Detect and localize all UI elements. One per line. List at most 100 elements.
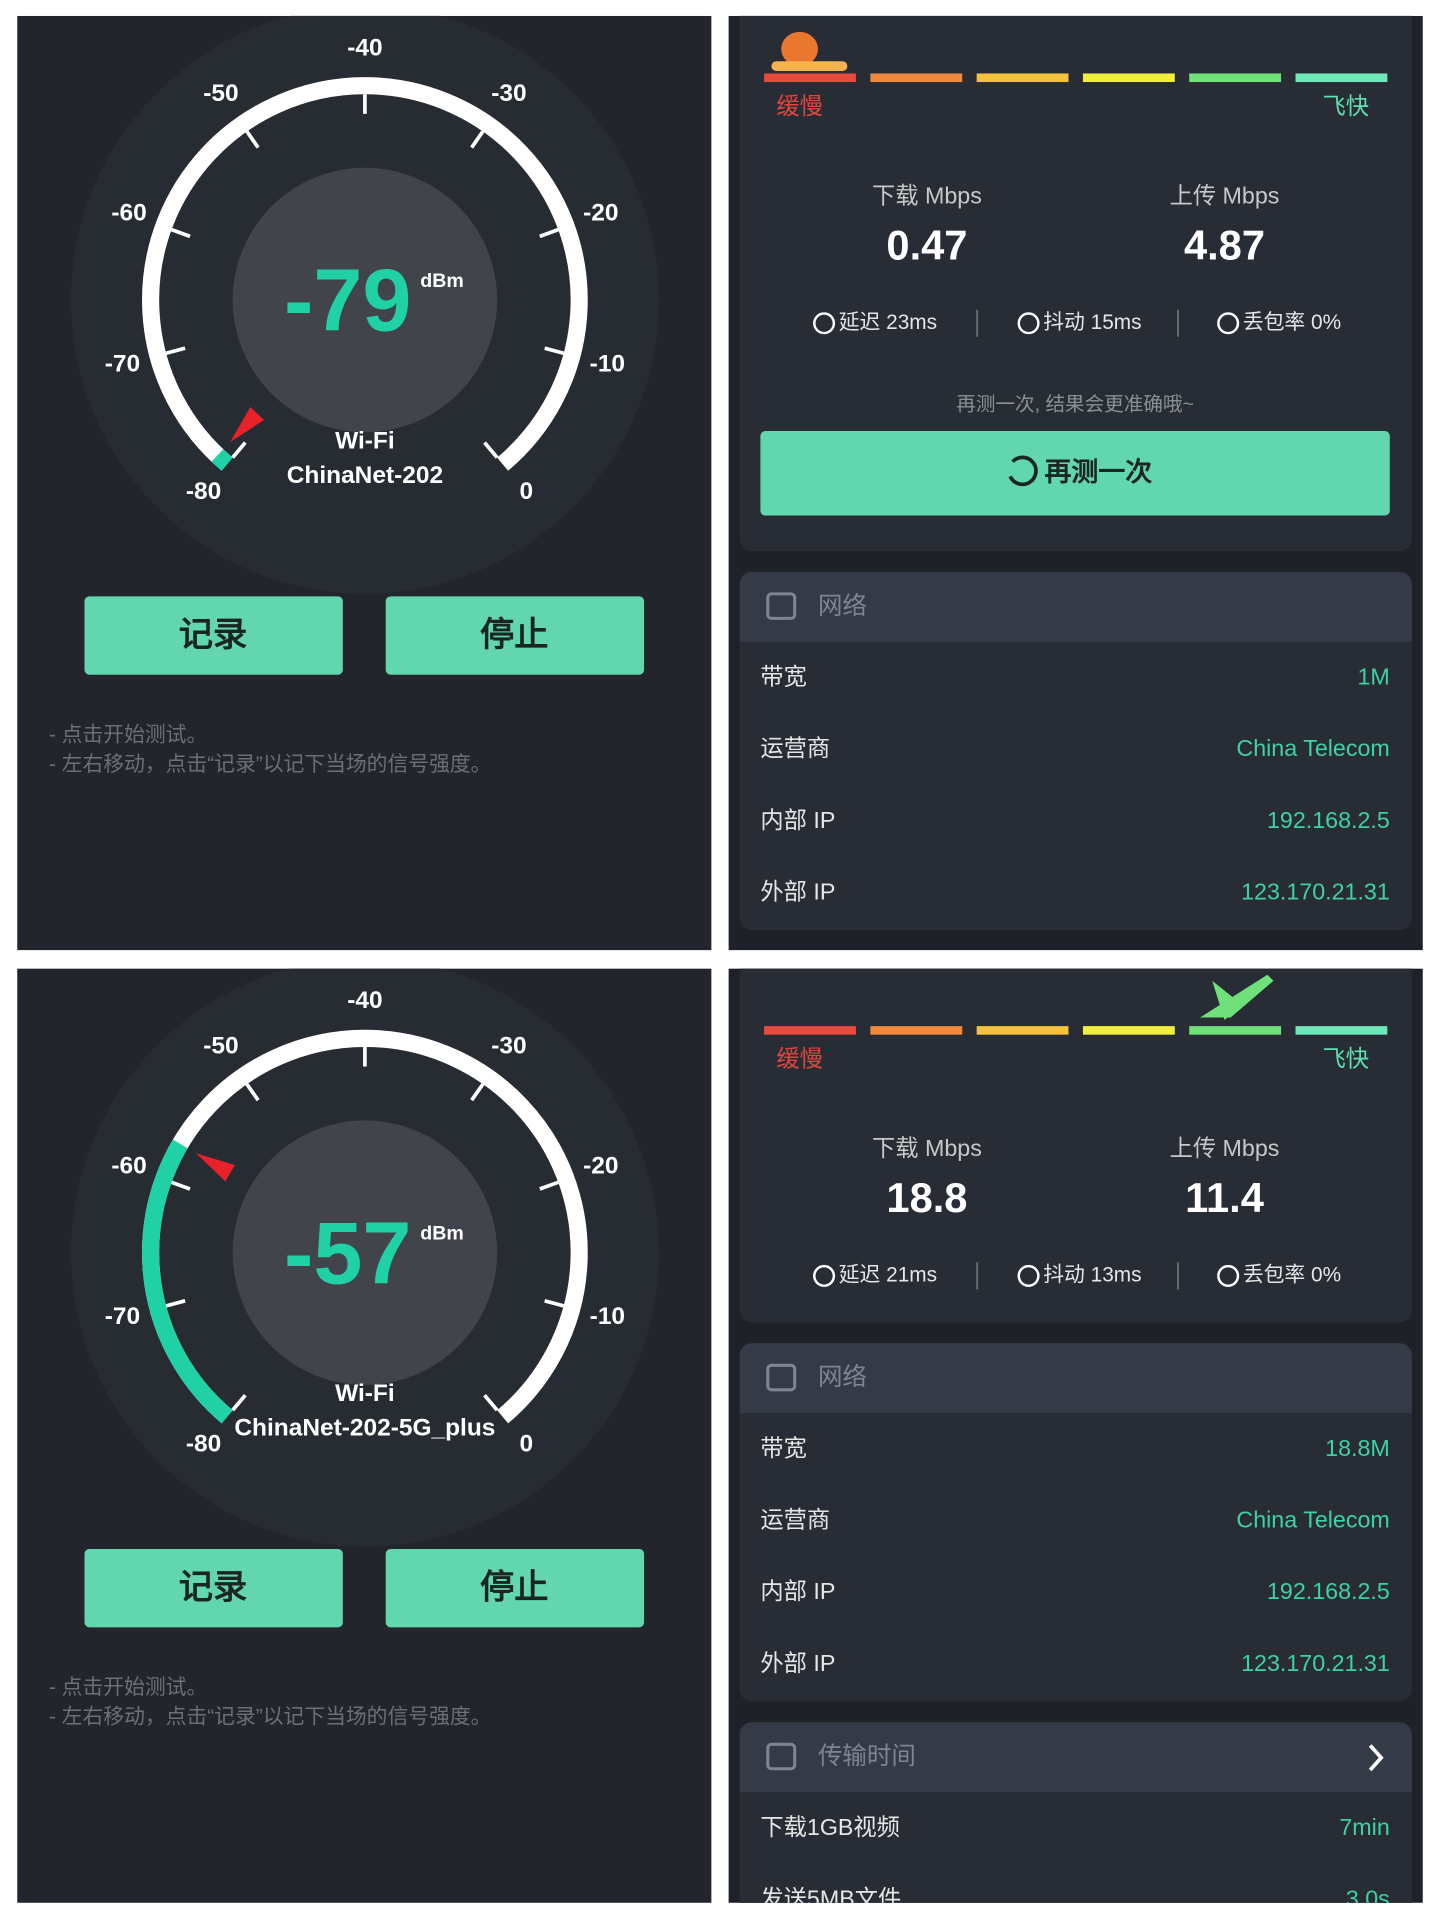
- gauge-tick: [245, 130, 260, 149]
- gauge-tick-label: -20: [583, 200, 618, 227]
- header-icon: [766, 592, 797, 620]
- gauge-tick: [539, 1180, 559, 1191]
- gauge-tick: [544, 1299, 565, 1308]
- gauge-tick: [165, 346, 186, 356]
- speed-level-segment: [764, 1026, 856, 1035]
- scale-fast: 飞快: [1322, 1046, 1369, 1072]
- upload-label: 上传 Mbps: [1170, 1135, 1280, 1161]
- gauge-tick-label: -70: [105, 1303, 140, 1330]
- gauge-tick: [539, 227, 559, 239]
- speed-level-segment: [1082, 73, 1175, 83]
- metric-icon: [1017, 312, 1040, 335]
- download-label: 下载 Mbps: [872, 182, 982, 208]
- chevron[interactable]: [1368, 1744, 1384, 1772]
- gauge-tick: [231, 441, 247, 459]
- retest-button-label[interactable]: 再测一次: [1044, 457, 1152, 487]
- action-button-label[interactable]: 停止: [480, 1568, 549, 1606]
- metric-icon: [1217, 312, 1240, 335]
- card: [739, 1343, 1412, 1702]
- scale-slow: 缓慢: [776, 93, 823, 119]
- download-value: 0.47: [886, 222, 967, 269]
- row-value: China Telecom: [1236, 1507, 1389, 1533]
- signal-unit: dBm: [420, 1222, 464, 1244]
- header-icon: [766, 1742, 797, 1771]
- action-button[interactable]: [84, 596, 343, 675]
- row-label: 外部 IP: [760, 1650, 835, 1676]
- row-value: 123.170.21.31: [1241, 878, 1390, 904]
- row-value: 18.8M: [1325, 1435, 1390, 1461]
- speed-level-segment: [976, 73, 1069, 83]
- gauge-tick-label: -10: [590, 1303, 625, 1330]
- speed-level-segment: [976, 1026, 1069, 1035]
- retest-icon[interactable]: [1008, 455, 1038, 487]
- row-label: 发送5MB文件: [760, 1886, 901, 1912]
- hint-text: - 点击开始测试。: [49, 723, 207, 746]
- result-card: [739, 15, 1412, 552]
- row-value: 1M: [1357, 664, 1389, 690]
- metric: 抖动 15ms: [1043, 311, 1141, 334]
- action-button[interactable]: [385, 596, 645, 675]
- row-value: 3.0s: [1346, 1886, 1390, 1912]
- row-value: 7min: [1339, 1814, 1389, 1840]
- gauge-tick-label: -80: [186, 478, 221, 505]
- action-button[interactable]: [84, 1548, 343, 1628]
- row-value: 123.170.21.31: [1241, 1650, 1390, 1676]
- metric-icon: [1017, 1264, 1040, 1287]
- card-title: 传输时间: [818, 1742, 916, 1770]
- result-card: [739, 968, 1412, 1323]
- speed-level-segment: [870, 1026, 963, 1035]
- upload-value: 4.87: [1184, 222, 1265, 269]
- speed-level-segment: [1189, 73, 1282, 83]
- gauge-tick: [231, 1394, 247, 1412]
- action-button-label[interactable]: 停止: [480, 616, 549, 654]
- gauge-tick: [470, 1083, 485, 1102]
- header-icon: [766, 1363, 797, 1392]
- gauge-tick: [483, 441, 499, 459]
- hint-text: - 点击开始测试。: [49, 1676, 207, 1699]
- scale-fast: 飞快: [1322, 93, 1369, 119]
- action-button[interactable]: [385, 1548, 645, 1628]
- gauge-tick-label: -30: [491, 1032, 526, 1059]
- gauge-tick-label: -50: [203, 1032, 238, 1059]
- upload-label: 上传 Mbps: [1170, 182, 1280, 208]
- gauge-center: [232, 167, 498, 433]
- gauge-tick-label: -10: [590, 350, 625, 377]
- gauge-tick-label: -50: [203, 80, 238, 107]
- gauge-tick-label: -30: [491, 80, 526, 107]
- card: [739, 571, 1412, 930]
- gauge-level-arc: [211, 449, 233, 471]
- metric-icon: [1217, 1264, 1240, 1287]
- gauge-tick: [170, 1180, 191, 1191]
- row-value: 192.168.2.5: [1267, 1578, 1390, 1604]
- gauge-tick-label: -40: [347, 34, 382, 61]
- gauge-needle: [196, 1153, 235, 1182]
- gauge-tick-label: -60: [111, 1152, 146, 1179]
- download-value: 18.8: [886, 1174, 967, 1221]
- card-header: [739, 571, 1412, 642]
- scale-slow: 缓慢: [776, 1046, 823, 1072]
- action-button-label[interactable]: 记录: [179, 616, 248, 654]
- metric-icon: [813, 1264, 836, 1287]
- gauge-tick-label: -20: [583, 1152, 618, 1179]
- row-label: 运营商: [760, 1507, 830, 1533]
- gauge-tick-label: -40: [347, 987, 382, 1014]
- action-button-label[interactable]: 记录: [179, 1568, 248, 1606]
- network-type: Wi-Fi: [335, 428, 395, 455]
- card-title: 网络: [818, 592, 867, 620]
- row-label: 下载1GB视频: [760, 1814, 900, 1840]
- row-value: China Telecom: [1236, 735, 1389, 761]
- retest-button[interactable]: [760, 431, 1390, 516]
- row-label: 带宽: [760, 664, 807, 690]
- panel: -80 -70 -60 -50 -40 -30 -20 -10 0 -57 dBm Wi-Fi Chin…: [17, 968, 712, 1903]
- speed-level-segment: [870, 73, 963, 83]
- gauge-tick-label: 0: [519, 478, 533, 505]
- gauge-tick: [165, 1299, 186, 1308]
- row-label: 运营商: [760, 735, 830, 761]
- upload-value: 11.4: [1185, 1174, 1264, 1221]
- retest-hint: 再测一次, 结果会更准确哦~: [956, 393, 1194, 415]
- gauge-tick-label: -80: [186, 1430, 221, 1457]
- speed-level-segment: [1082, 1026, 1175, 1035]
- download-label: 下载 Mbps: [872, 1135, 982, 1161]
